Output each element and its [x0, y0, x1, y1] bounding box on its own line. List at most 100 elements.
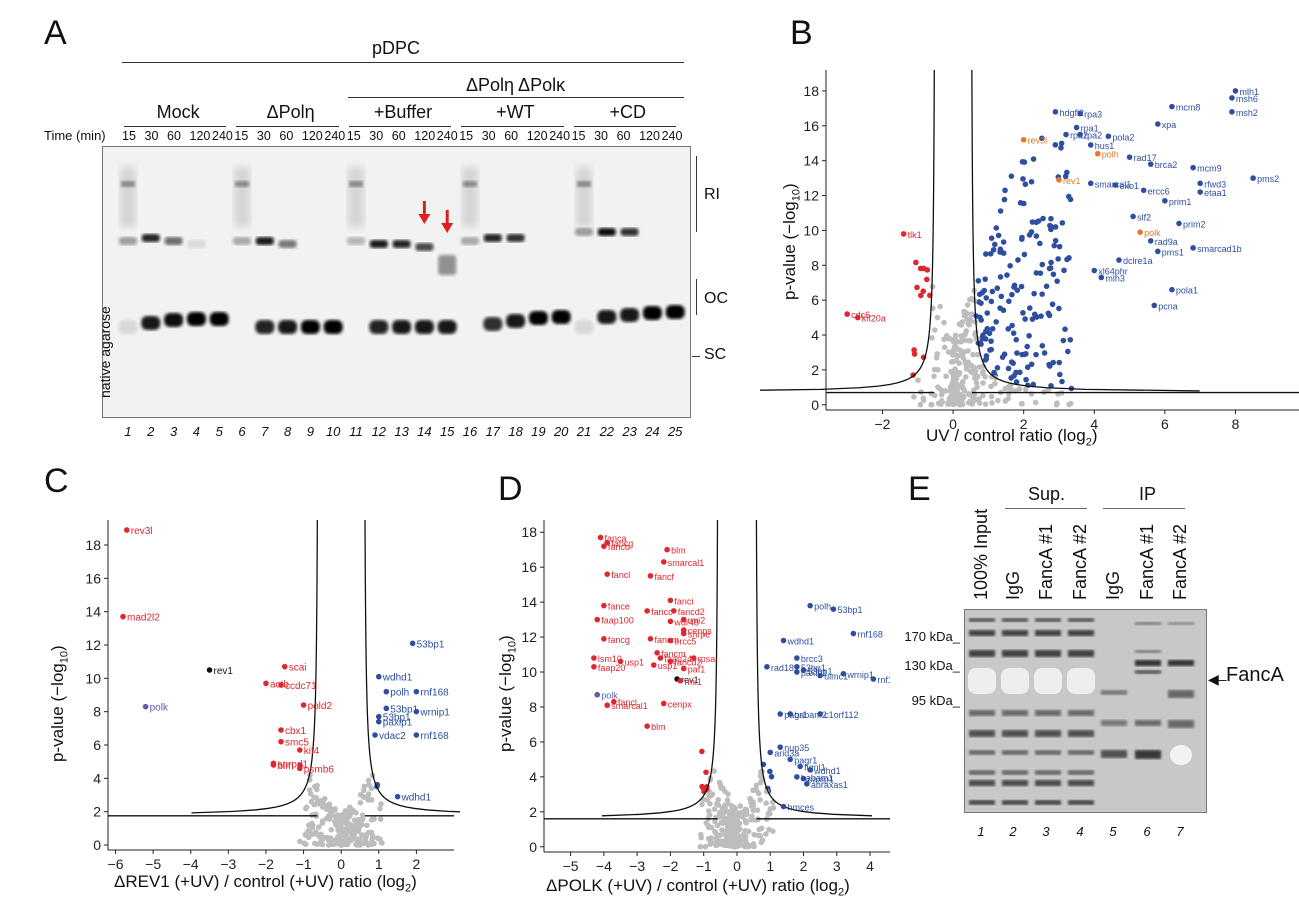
- plot-d-ylabel: p-value (−log10): [496, 635, 519, 752]
- data-point: [302, 832, 309, 838]
- protein-band: [1101, 690, 1127, 695]
- lane-number: 11: [349, 424, 363, 439]
- point-label: fancm: [654, 635, 679, 645]
- y-tick-label: 18: [521, 524, 537, 540]
- oc-band: [141, 234, 160, 242]
- labeled-point: [1094, 150, 1101, 157]
- x-tick-label: −4: [183, 856, 199, 872]
- data-point: [1018, 400, 1025, 407]
- data-point: [1014, 350, 1020, 356]
- data-point: [699, 783, 705, 790]
- data-point: [947, 388, 953, 394]
- point-label: rpa1: [1081, 124, 1099, 134]
- data-point: [995, 232, 1002, 239]
- data-point: [1051, 242, 1058, 249]
- panel-e-letter: E: [908, 470, 931, 508]
- labeled-point: [413, 688, 420, 695]
- y-tick-label: 8: [529, 699, 537, 715]
- protein-band: [1068, 650, 1094, 657]
- data-point: [1050, 359, 1057, 366]
- data-point: [983, 295, 990, 301]
- point-label: blm: [671, 546, 686, 556]
- data-point: [928, 401, 934, 408]
- data-point: [1022, 181, 1029, 188]
- data-point: [1061, 267, 1067, 274]
- data-point: [309, 824, 316, 831]
- protein-band: [969, 730, 995, 737]
- group-label: ΔPolη: [266, 102, 315, 122]
- data-point: [357, 799, 364, 806]
- data-point: [1000, 307, 1007, 314]
- labeled-point: [1098, 274, 1105, 281]
- data-point: [952, 384, 959, 391]
- data-point: [725, 791, 731, 797]
- data-point: [319, 835, 326, 842]
- data-point: [988, 346, 995, 353]
- data-point: [1013, 369, 1019, 376]
- data-point: [699, 801, 705, 808]
- point-label: c1orf112: [824, 710, 858, 720]
- data-point: [967, 398, 973, 405]
- oc-band: [392, 240, 411, 248]
- data-point: [957, 392, 964, 398]
- data-point: [1013, 336, 1020, 343]
- time-point: 60: [167, 129, 181, 143]
- data-point: [349, 809, 356, 816]
- point-label: rpa2: [1084, 131, 1102, 141]
- labeled-point: [300, 702, 307, 708]
- point-label: fanca: [605, 533, 627, 543]
- data-point: [753, 782, 760, 789]
- protein-band: [969, 650, 995, 657]
- panel-d-letter: D: [498, 470, 523, 508]
- data-point: [337, 822, 343, 828]
- point-label: rnf168: [857, 630, 883, 640]
- data-point: [1056, 359, 1063, 366]
- data-point: [1007, 262, 1013, 269]
- data-point: [1056, 305, 1062, 312]
- y-tick-label: 2: [93, 804, 101, 820]
- data-point: [1048, 259, 1054, 266]
- y-tick-label: 18: [803, 83, 819, 99]
- protein-band: [1068, 730, 1094, 737]
- labeled-point: [850, 630, 857, 637]
- labeled-point: [1232, 88, 1239, 94]
- x-tick-label: 2: [800, 858, 808, 874]
- labeled-point: [1091, 267, 1098, 274]
- labeled-point: [604, 539, 611, 546]
- protein-band: [1002, 630, 1028, 636]
- labeled-point: [597, 534, 604, 541]
- protein-band: [1035, 800, 1061, 805]
- labeled-point: [644, 608, 650, 614]
- time-point: 120: [639, 129, 660, 143]
- data-point: [1009, 291, 1015, 298]
- labeled-point: [1190, 245, 1196, 251]
- data-point: [983, 353, 990, 359]
- lane-number: 17: [485, 424, 501, 439]
- labeled-point: [1229, 95, 1235, 101]
- labeled-point: [1087, 180, 1094, 187]
- data-point: [988, 298, 995, 305]
- data-point: [911, 347, 917, 353]
- point-label: fance: [608, 602, 630, 612]
- lane-number: 18: [508, 424, 523, 439]
- point-label: ccdc71: [285, 681, 317, 692]
- threshold-curve-right: [364, 519, 460, 813]
- sc-band: [620, 308, 640, 322]
- time-point: 15: [571, 129, 586, 143]
- data-point: [1013, 379, 1020, 385]
- data-point: [770, 828, 776, 834]
- point-label: 53bp1: [390, 704, 418, 715]
- data-point: [313, 795, 320, 801]
- point-label: rnf168: [420, 688, 449, 699]
- data-point: [735, 842, 742, 849]
- data-point: [357, 836, 363, 842]
- plot-d-xlabel: ΔPOLK (+UV) / control (+UV) ratio (log2): [546, 876, 850, 899]
- group-underline: [236, 126, 339, 127]
- labeled-point: [667, 618, 674, 625]
- lane-number: 20: [553, 424, 569, 439]
- group-underline: [461, 126, 564, 127]
- point-label: polk: [1144, 228, 1161, 238]
- point-label: etaa1: [1204, 188, 1227, 198]
- lane-header: IgG: [1003, 570, 1023, 600]
